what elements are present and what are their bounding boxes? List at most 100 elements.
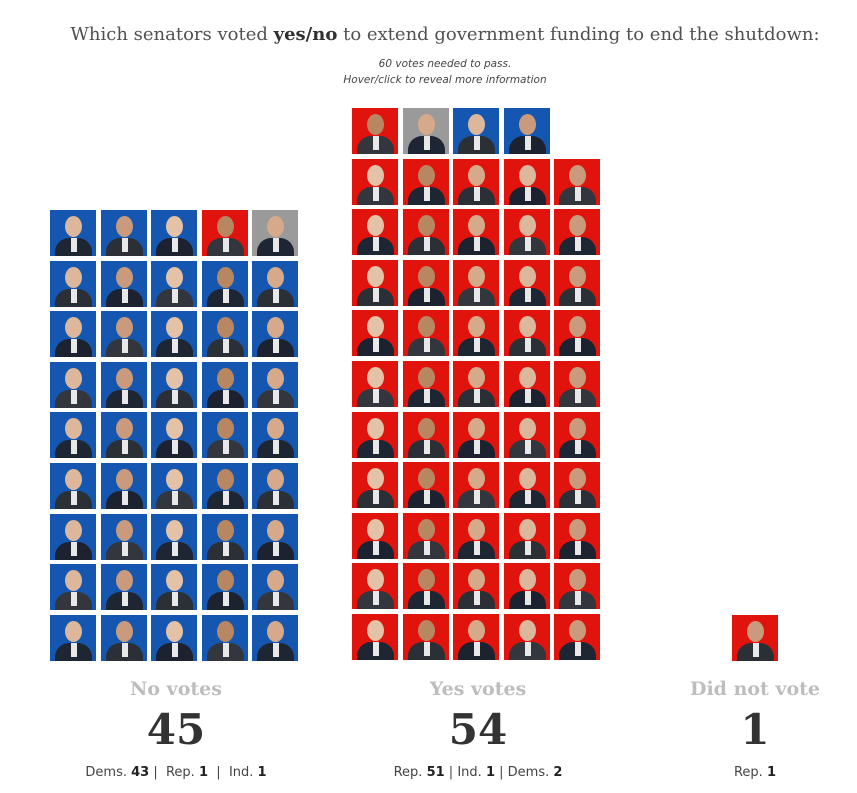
senator-tile[interactable] <box>251 462 300 510</box>
senator-tile[interactable] <box>553 410 602 459</box>
senator-tile[interactable] <box>150 209 199 257</box>
senator-tile[interactable] <box>452 613 501 661</box>
senator-tile[interactable] <box>502 410 551 459</box>
senator-tile[interactable] <box>99 563 148 612</box>
senator-tile[interactable] <box>502 360 551 408</box>
senator-tile[interactable] <box>553 309 602 358</box>
senator-tile[interactable] <box>150 259 199 308</box>
senator-tile[interactable] <box>150 613 199 662</box>
senator-tile[interactable] <box>251 613 300 662</box>
senator-tile[interactable] <box>553 613 602 661</box>
senator-tile[interactable] <box>49 411 97 460</box>
senator-tile[interactable] <box>99 613 148 662</box>
senator-tile[interactable] <box>99 209 148 257</box>
senator-tile[interactable] <box>351 258 399 307</box>
senator-tile[interactable] <box>99 259 148 308</box>
senator-tile[interactable] <box>502 461 551 510</box>
senator-tile[interactable] <box>502 208 551 257</box>
senator-tile[interactable] <box>452 410 501 459</box>
senator-tile[interactable] <box>452 511 501 560</box>
senator-tile[interactable] <box>502 562 551 611</box>
senator-tile[interactable] <box>401 410 450 459</box>
senator-tile[interactable] <box>452 208 501 257</box>
senator-tile[interactable] <box>502 157 551 206</box>
senator-tile[interactable] <box>351 511 399 560</box>
senator-tile[interactable] <box>452 107 501 155</box>
senator-tile[interactable] <box>251 512 300 561</box>
senator-tile[interactable] <box>553 360 602 408</box>
senator-tile[interactable] <box>401 309 450 358</box>
senator-tile[interactable] <box>401 258 450 307</box>
senator-tile[interactable] <box>49 613 97 662</box>
senator-tile[interactable] <box>49 209 97 257</box>
senator-tile[interactable] <box>251 209 300 257</box>
senator-tile[interactable] <box>553 258 602 307</box>
senator-tile[interactable] <box>99 411 148 460</box>
senator-tile[interactable] <box>351 562 399 611</box>
senator-tile[interactable] <box>200 462 249 510</box>
senator-tile[interactable] <box>553 511 602 560</box>
senator-tile[interactable] <box>251 411 300 460</box>
senator-tile[interactable] <box>251 563 300 612</box>
senator-tile[interactable] <box>99 512 148 561</box>
senator-tile[interactable] <box>502 613 551 661</box>
senator-tile[interactable] <box>49 310 97 359</box>
senator-tile[interactable] <box>351 157 399 206</box>
senator-tile[interactable] <box>553 562 602 611</box>
senator-tile[interactable] <box>49 563 97 612</box>
senator-tile[interactable] <box>452 360 501 408</box>
senator-tile[interactable] <box>200 411 249 460</box>
senator-tile[interactable] <box>351 208 399 257</box>
senator-tile[interactable] <box>553 208 602 257</box>
senator-tile[interactable] <box>401 562 450 611</box>
senator-tile[interactable] <box>200 259 249 308</box>
senator-tile[interactable] <box>150 360 199 409</box>
senator-tile[interactable] <box>452 309 501 358</box>
senator-tile[interactable] <box>401 613 450 661</box>
senator-tile[interactable] <box>351 309 399 358</box>
senator-tile[interactable] <box>49 512 97 561</box>
senator-tile[interactable] <box>150 310 199 359</box>
senator-tile[interactable] <box>401 107 450 155</box>
senator-tile[interactable] <box>99 462 148 510</box>
senator-tile[interactable] <box>401 461 450 510</box>
senator-tile[interactable] <box>502 258 551 307</box>
senator-tile[interactable] <box>452 157 501 206</box>
senator-tile[interactable] <box>553 157 602 206</box>
senator-tile[interactable] <box>49 462 97 510</box>
senator-tile[interactable] <box>452 258 501 307</box>
senator-tile[interactable] <box>200 613 249 662</box>
senator-tile[interactable] <box>351 107 399 155</box>
senator-tile[interactable] <box>502 309 551 358</box>
senator-tile[interactable] <box>452 562 501 611</box>
senator-tile[interactable] <box>150 462 199 510</box>
senator-tile[interactable] <box>251 360 300 409</box>
senator-tile[interactable] <box>401 157 450 206</box>
senator-tile[interactable] <box>150 411 199 460</box>
senator-tile[interactable] <box>49 259 97 308</box>
senator-tile[interactable] <box>200 563 249 612</box>
senator-tile[interactable] <box>351 410 399 459</box>
senator-tile[interactable] <box>401 208 450 257</box>
senator-tile[interactable] <box>150 512 199 561</box>
senator-tile[interactable] <box>351 360 399 408</box>
senator-tile[interactable] <box>401 511 450 560</box>
senator-tile[interactable] <box>251 259 300 308</box>
senator-tile[interactable] <box>553 461 602 510</box>
senator-tile[interactable] <box>200 310 249 359</box>
senator-tile[interactable] <box>731 614 779 662</box>
senator-tile[interactable] <box>452 461 501 510</box>
senator-tile[interactable] <box>401 360 450 408</box>
senator-tile[interactable] <box>150 563 199 612</box>
senator-tile[interactable] <box>502 107 551 155</box>
senator-tile[interactable] <box>49 360 97 409</box>
senator-tile[interactable] <box>200 512 249 561</box>
senator-tile[interactable] <box>200 209 249 257</box>
senator-tile[interactable] <box>502 511 551 560</box>
senator-tile[interactable] <box>99 310 148 359</box>
senator-tile[interactable] <box>200 360 249 409</box>
senator-tile[interactable] <box>351 461 399 510</box>
senator-tile[interactable] <box>251 310 300 359</box>
senator-tile[interactable] <box>99 360 148 409</box>
senator-tile[interactable] <box>351 613 399 661</box>
